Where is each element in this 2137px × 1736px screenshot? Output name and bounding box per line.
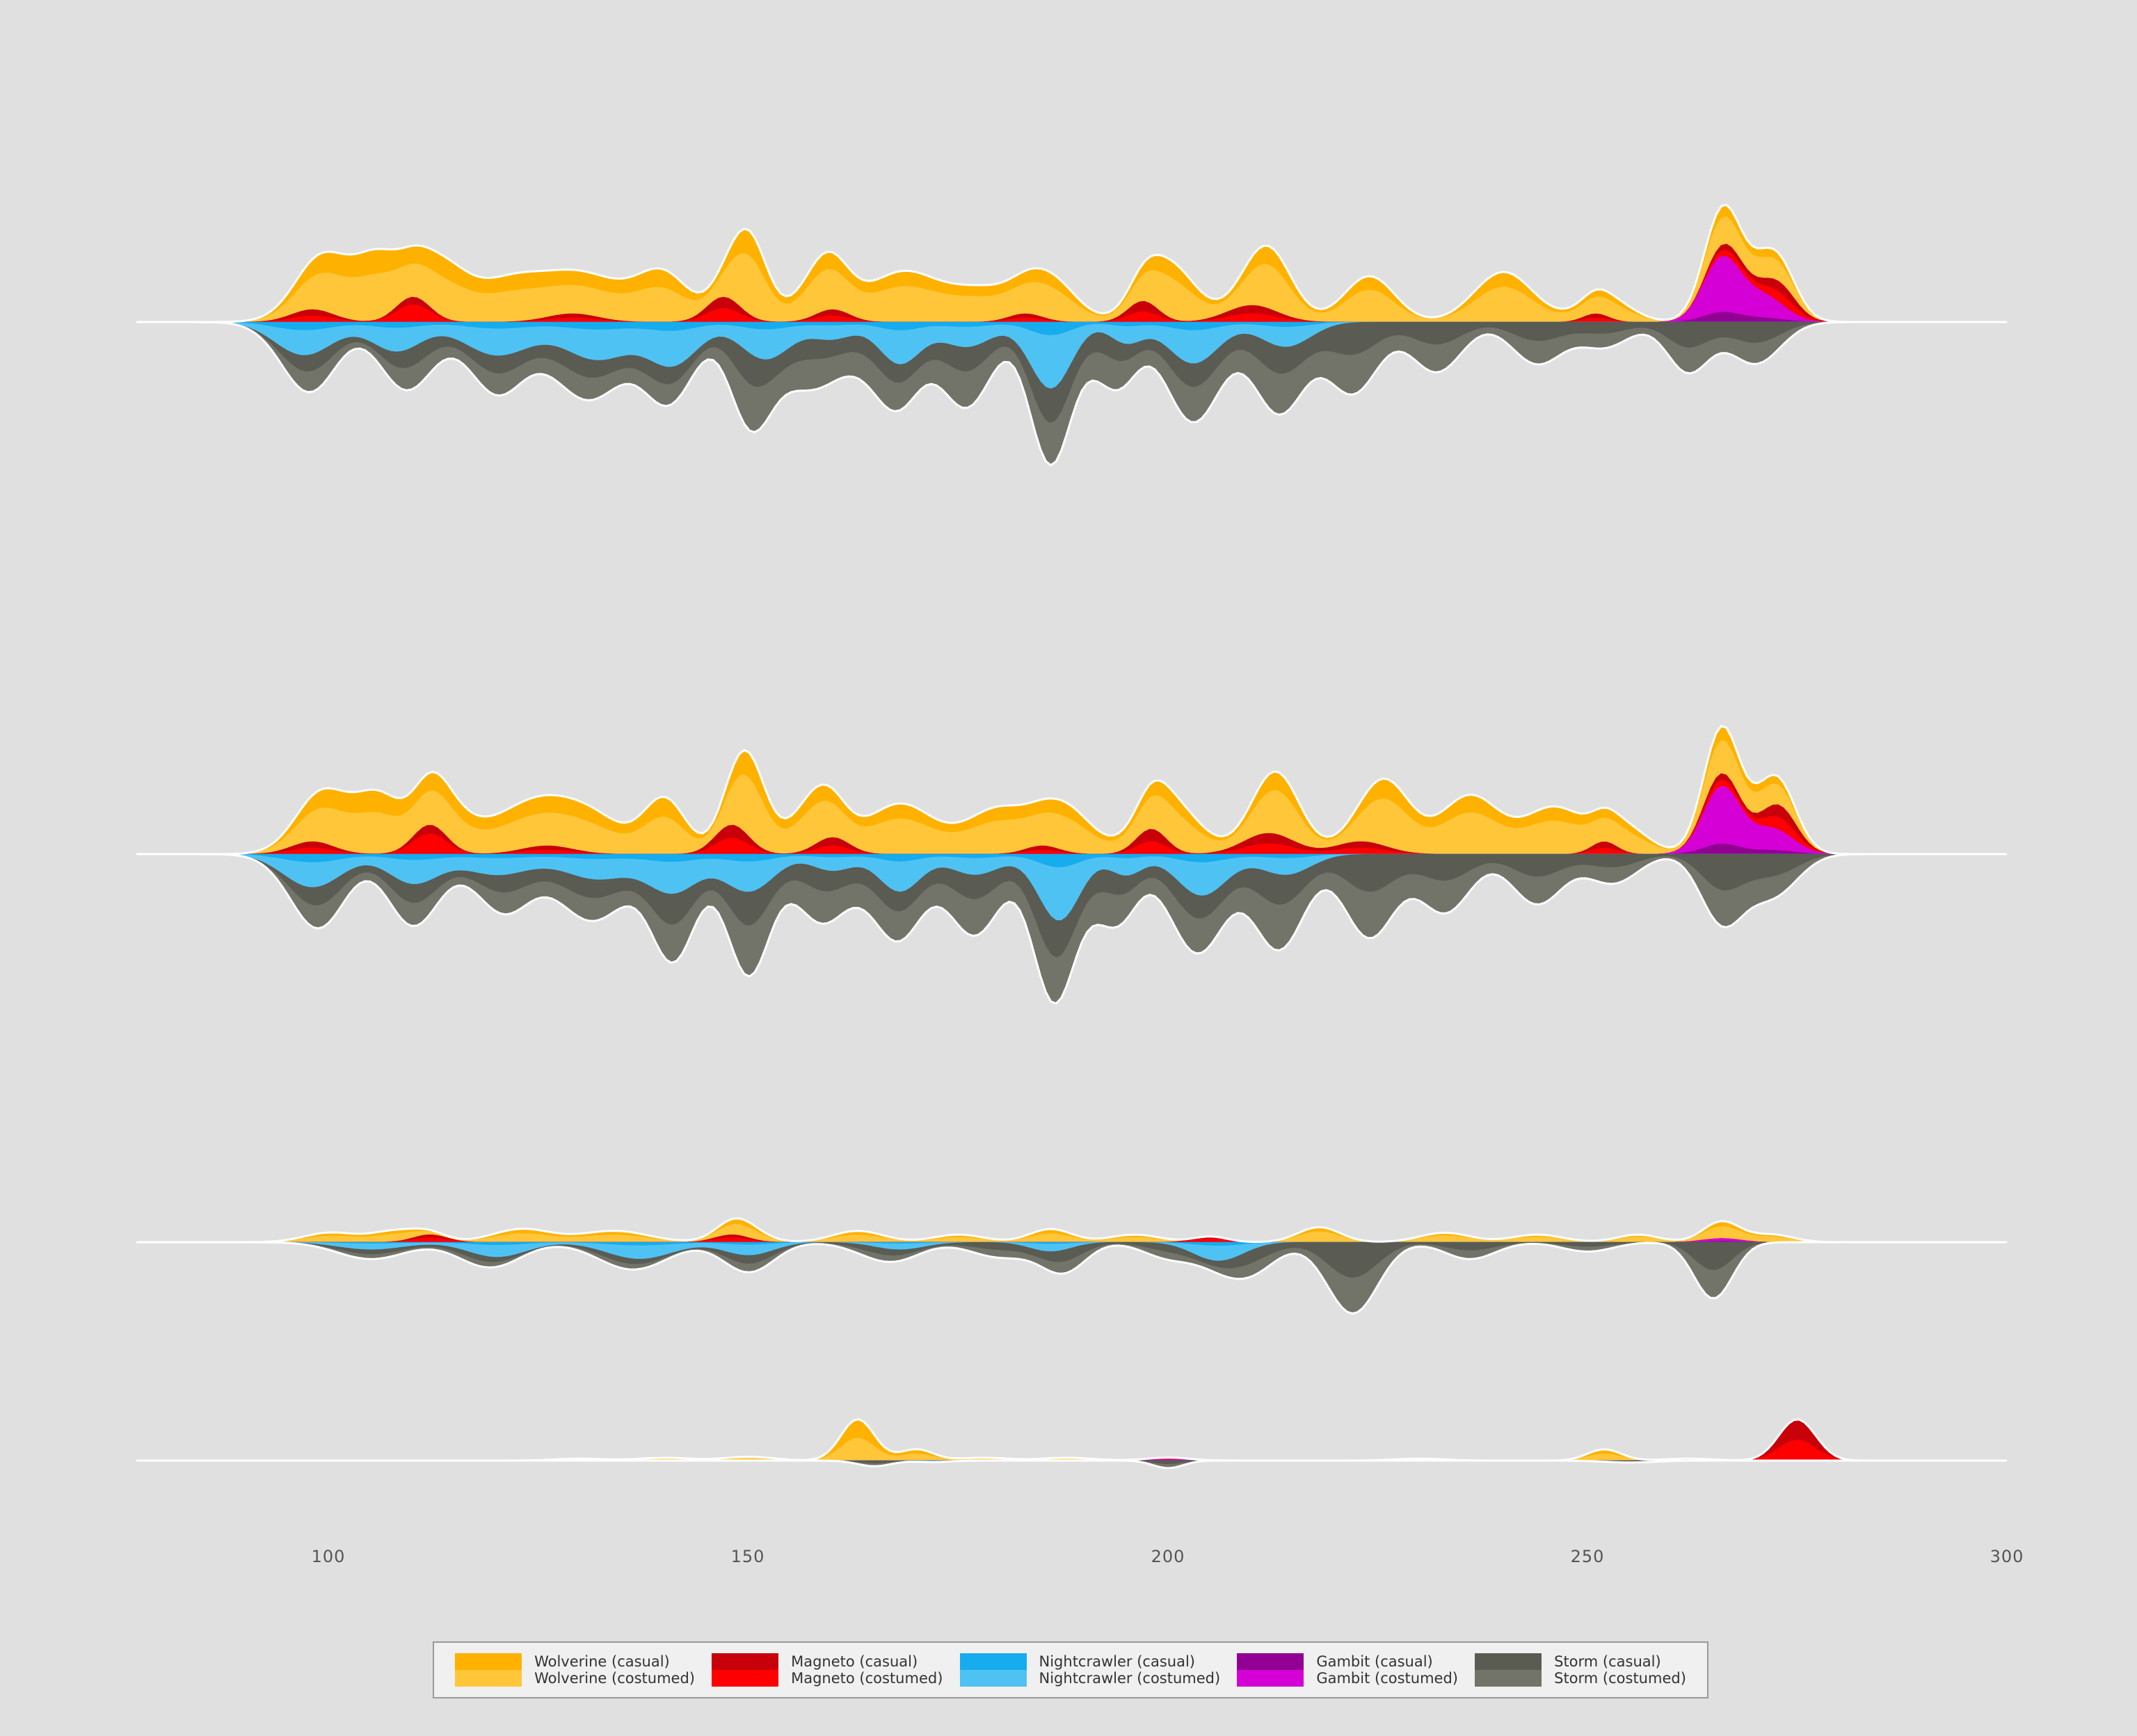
legend-swatch-gambit	[1237, 1653, 1304, 1687]
stream-outline-top	[136, 203, 2007, 323]
legend-item-gambit: Gambit (casual) Gambit (costumed)	[1237, 1653, 1458, 1687]
legend-swatch-magneto	[712, 1653, 779, 1687]
legend-swatch-nightcrawler	[959, 1653, 1027, 1687]
legend-swatch-nightcrawler-costumed	[959, 1670, 1027, 1687]
legend-item-wolverine: Wolverine (casual) Wolverine (costumed)	[455, 1653, 695, 1687]
stream-outline-bottom	[136, 321, 2007, 467]
legend-item-magneto: Magneto (casual) Magneto (costumed)	[712, 1653, 943, 1687]
x-tick-label-100: 100	[312, 1547, 346, 1566]
legend-swatch-nightcrawler-casual	[959, 1653, 1027, 1670]
legend-swatch-gambit-costumed	[1237, 1670, 1304, 1687]
stream-layer-wolverine-costumed	[136, 1419, 2007, 1461]
legend-swatch-storm-casual	[1475, 1653, 1542, 1670]
stream-outline-bottom	[136, 1241, 2007, 1315]
stream-outline-top	[136, 725, 2007, 855]
legend-item-storm: Storm (casual) Storm (costumed)	[1475, 1653, 1686, 1687]
stream-panels	[136, 203, 2007, 1470]
legend-swatch-gambit-casual	[1237, 1653, 1304, 1670]
x-tick-label-200: 200	[1151, 1547, 1185, 1566]
legend-label-storm-casual: Storm (casual)	[1554, 1653, 1661, 1670]
legend: Wolverine (casual) Wolverine (costumed) …	[433, 1641, 1708, 1698]
stream-outline-bottom	[136, 853, 2007, 1005]
legend-label-nightcrawler-casual: Nightcrawler (casual)	[1039, 1653, 1195, 1670]
legend-swatch-magneto-costumed	[712, 1670, 779, 1687]
legend-swatch-wolverine-casual	[455, 1653, 522, 1670]
legend-swatch-wolverine-costumed	[455, 1670, 522, 1687]
stream-layer-storm-costumed	[136, 1460, 2007, 1469]
x-tick-label-250: 250	[1571, 1547, 1605, 1566]
stream-panel-1	[136, 203, 2007, 467]
stream-outline-top	[136, 1217, 2007, 1244]
x-axis: 100 150 200 250 300	[312, 1547, 2024, 1566]
legend-label-gambit-casual: Gambit (casual)	[1316, 1653, 1433, 1670]
stream-panel-3	[136, 1217, 2007, 1315]
legend-label-gambit-costumed: Gambit (costumed)	[1316, 1670, 1458, 1687]
legend-label-magneto-costumed: Magneto (costumed)	[791, 1670, 943, 1687]
stream-layer-magneto-casual	[136, 1419, 2007, 1461]
legend-label-magneto-casual: Magneto (casual)	[791, 1653, 918, 1670]
stream-panel-4	[136, 1418, 2007, 1470]
stream-outline-top	[136, 1418, 2007, 1462]
legend-label-nightcrawler-costumed: Nightcrawler (costumed)	[1039, 1670, 1221, 1687]
stream-outline-bottom	[136, 1459, 2007, 1470]
legend-label-wolverine-costumed: Wolverine (costumed)	[534, 1670, 695, 1687]
legend-swatch-magneto-casual	[712, 1653, 779, 1670]
legend-swatch-storm-costumed	[1475, 1670, 1542, 1687]
x-tick-label-150: 150	[731, 1547, 765, 1566]
stream-layer-wolverine-casual	[136, 1419, 2007, 1461]
stream-panel-2	[136, 725, 2007, 1005]
legend-label-storm-costumed: Storm (costumed)	[1554, 1670, 1686, 1687]
legend-swatch-storm	[1475, 1653, 1542, 1687]
x-tick-label-300: 300	[1990, 1547, 2024, 1566]
legend-item-nightcrawler: Nightcrawler (casual) Nightcrawler (cost…	[959, 1653, 1221, 1687]
legend-label-wolverine-casual: Wolverine (casual)	[534, 1653, 670, 1670]
legend-swatch-wolverine	[455, 1653, 522, 1687]
